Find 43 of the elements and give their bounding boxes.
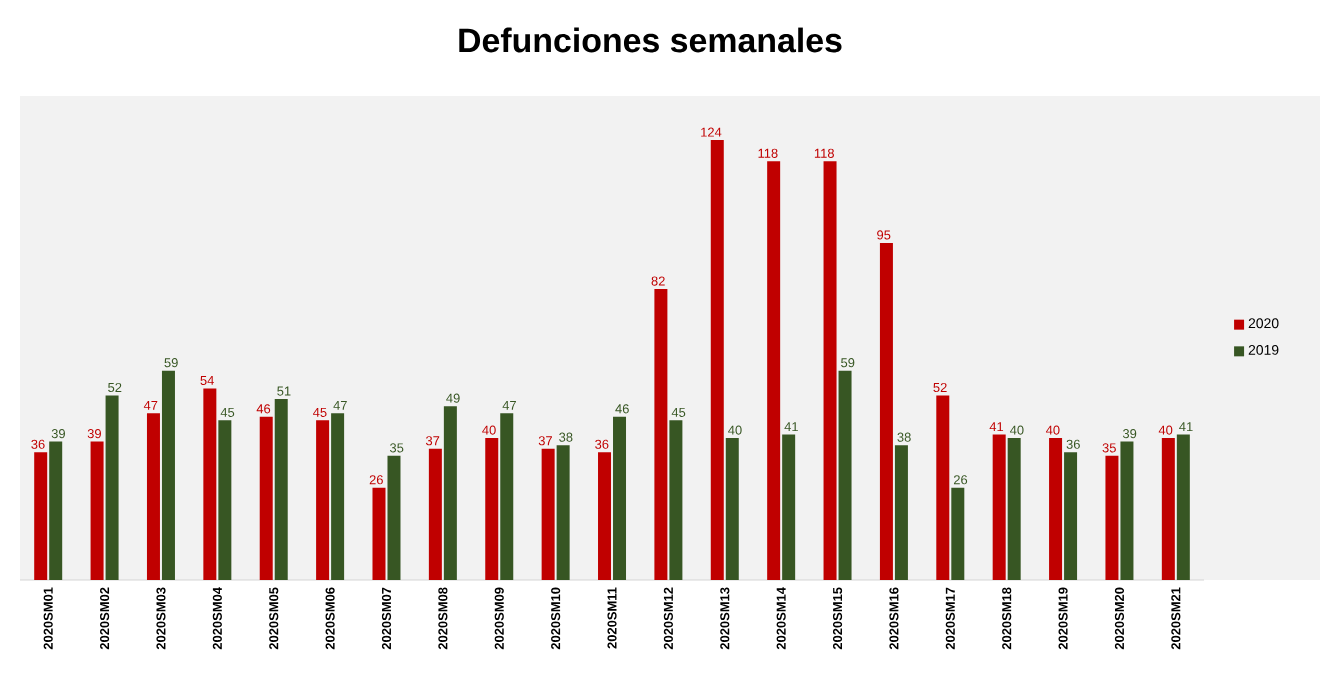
bar (316, 420, 330, 580)
bar (838, 370, 852, 580)
bar (823, 161, 837, 580)
bar (951, 487, 965, 580)
bar (372, 487, 386, 580)
bar (669, 420, 683, 580)
bar (1176, 434, 1190, 580)
bar (879, 242, 893, 580)
bar (894, 445, 908, 580)
chart-title: Defunciones semanales (459, 27, 842, 53)
bar (500, 413, 514, 580)
bar (1049, 438, 1063, 580)
bar (1105, 455, 1119, 580)
bar (387, 455, 401, 580)
bar (161, 370, 175, 580)
bar (146, 413, 160, 580)
bar (1161, 438, 1175, 580)
bar (710, 140, 724, 580)
bar (1064, 452, 1078, 580)
bar (725, 438, 739, 580)
bar (274, 399, 288, 580)
bar (1120, 441, 1134, 580)
bar (34, 452, 48, 580)
bar (654, 289, 668, 580)
bar (203, 388, 217, 580)
bar (105, 395, 119, 580)
bar (443, 406, 457, 580)
bar (218, 420, 232, 580)
bar (428, 448, 442, 580)
bar (90, 441, 104, 580)
bar (556, 445, 570, 580)
bar (992, 434, 1006, 580)
bar (936, 395, 950, 580)
bar (331, 413, 345, 580)
bar (485, 438, 499, 580)
bar (259, 416, 273, 580)
bar (782, 434, 796, 580)
bar (613, 416, 627, 580)
bar (49, 441, 63, 580)
bar (1007, 438, 1021, 580)
bar (767, 161, 781, 580)
bar (541, 448, 555, 580)
bar (598, 452, 612, 580)
